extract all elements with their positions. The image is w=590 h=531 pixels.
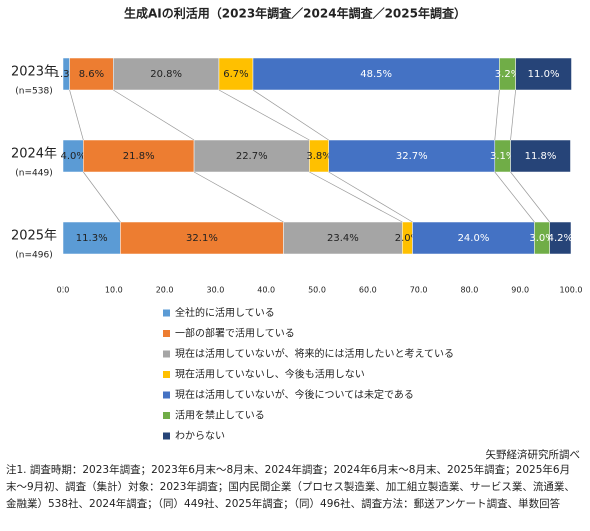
x-tick-label: 20.0 [156,286,174,295]
connector [309,171,403,223]
x-tick-label: 30.0 [206,286,224,295]
bar-segment [218,57,254,91]
connector [252,89,329,141]
value-label: 3.1% [490,151,515,162]
bar-segment [252,57,500,91]
x-tick-label: 0.0 [57,286,70,295]
connector [510,89,516,141]
x-tick-label: 100.0 [560,286,583,295]
legend-swatch [163,330,170,337]
connector [494,89,500,141]
value-label: 4.2% [548,233,573,244]
bar-segment [412,221,535,255]
legend-label: 現在は活用していないが、今後については未定である [175,388,414,401]
value-label: 24.0% [458,233,490,244]
connector [510,171,550,223]
legend-swatch [163,391,170,399]
value-label: 6.7% [223,69,248,80]
x-tick-label: 70.0 [410,286,428,295]
bar-segment [515,57,572,91]
legend-swatch [163,350,170,358]
bar-segment [83,139,195,173]
bar-segment [113,57,220,91]
legend-swatch [163,412,170,419]
connector [494,171,535,223]
connector [328,171,413,223]
value-label: 1.3% [54,69,79,80]
bar-segment [193,139,310,173]
bar-segment [549,221,572,255]
x-tick-label: 90.0 [511,286,529,295]
value-label: 32.7% [396,151,428,162]
value-label: 4.0% [60,151,85,162]
value-label: 11.3% [76,233,108,244]
legend-label: わからない [175,430,225,442]
chart: 生成AIの利活用（2023年調査／2024年調査／2025年調査） 矢野経済研究… [11,6,583,462]
value-label: 11.8% [525,151,557,162]
category-note: (n=496) [15,251,52,261]
value-label: 23.4% [327,233,359,244]
legend-label: 現在活用していないし、今後も活用しない [175,368,365,381]
value-label: 2.0% [395,233,420,244]
connector [83,171,121,223]
legend-swatch [163,432,170,440]
value-label: 21.8% [123,151,155,162]
x-tick-label: 50.0 [308,286,326,295]
value-label: 11.0% [528,69,560,80]
legend-swatch [163,371,170,378]
note: 注1. 調査時期：2023年調査；2023年6月末〜8月末、2024年調査；20… [6,464,575,510]
legend-label: 現在は活用していないが、将来的には活用したいと考えている [175,347,454,360]
legend-swatch [163,309,170,317]
value-label: 3.2% [495,69,520,80]
category-note: (n=449) [15,169,52,179]
value-label: 3.0% [529,233,554,244]
x-tick-label: 60.0 [359,286,377,295]
connector [113,89,195,141]
legend-label: 活用を禁止している [175,410,265,422]
x-tick-label: 40.0 [257,286,275,295]
category-label: 2024年 [11,147,57,162]
source: 矢野経済研究所調べ [486,448,581,461]
bar-segment [510,139,571,173]
legend-label: 一部の部署で活用している [175,327,295,340]
value-label: 20.8% [150,69,182,80]
connector [218,89,310,141]
value-label: 32.1% [186,233,218,244]
value-label: 3.8% [306,151,331,162]
value-label: 22.7% [236,151,268,162]
bar-segment [120,221,284,255]
x-tick-label: 80.0 [460,286,478,295]
category-label: 2025年 [11,229,57,244]
bar-segment [69,57,114,91]
connector [193,171,284,223]
chart-title: 生成AIの利活用（2023年調査／2024年調査／2025年調査） [124,6,466,21]
x-tick-label: 10.0 [105,286,123,295]
value-label: 48.5% [360,69,392,80]
connector [69,89,84,141]
legend-label: 全社的に活用している [175,306,275,319]
category-label: 2023年 [11,65,57,80]
value-label: 8.6% [79,69,104,80]
category-note: (n=538) [15,87,52,97]
